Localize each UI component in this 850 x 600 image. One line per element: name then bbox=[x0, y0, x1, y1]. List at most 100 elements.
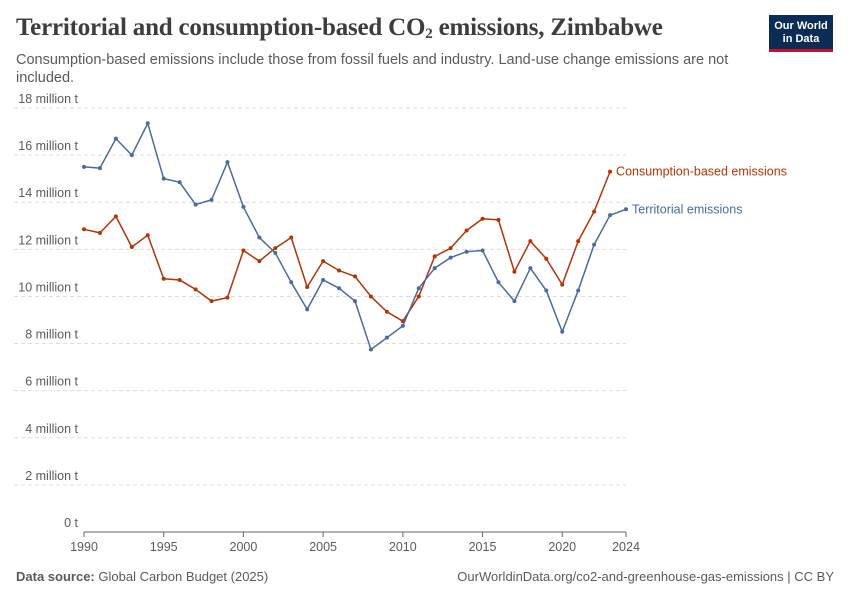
consumption-based-emissions-point bbox=[368, 294, 373, 299]
owid-logo[interactable]: Our World in Data bbox=[769, 15, 833, 52]
consumption-based-emissions-point bbox=[544, 256, 549, 261]
territorial-emissions-point bbox=[337, 286, 342, 291]
territorial-emissions-point bbox=[416, 286, 421, 291]
consumption-based-emissions-point bbox=[273, 246, 278, 251]
consumption-based-emissions-point bbox=[432, 254, 437, 259]
territorial-emissions-point bbox=[241, 204, 246, 209]
consumption-based-emissions-point bbox=[353, 274, 357, 279]
consumption-based-emissions-point bbox=[145, 233, 150, 238]
consumption-based-emissions-point bbox=[241, 248, 246, 253]
territorial-emissions-point bbox=[368, 347, 373, 352]
territorial-emissions-label: Territorial emissions bbox=[632, 202, 742, 216]
territorial-emissions-point bbox=[82, 164, 86, 169]
territorial-emissions-point bbox=[321, 277, 326, 282]
y-tick-label: 14 million t bbox=[18, 186, 78, 200]
data-source-value: Global Carbon Budget (2025) bbox=[98, 569, 269, 584]
territorial-emissions-point bbox=[544, 288, 549, 293]
consumption-based-emissions-point bbox=[321, 259, 326, 264]
territorial-emissions-line bbox=[83, 122, 627, 351]
territorial-emissions-point bbox=[257, 235, 262, 240]
series-layer bbox=[82, 121, 628, 352]
territorial-emissions-point bbox=[624, 207, 628, 212]
territorial-emissions-point bbox=[464, 249, 469, 254]
x-tick-label: 1995 bbox=[150, 540, 178, 554]
territorial-emissions-point bbox=[225, 160, 230, 165]
territorial-emissions-point bbox=[384, 335, 389, 340]
consumption-based-emissions-point bbox=[82, 227, 86, 232]
consumption-based-emissions-point bbox=[384, 309, 389, 314]
consumption-based-emissions-point bbox=[448, 246, 453, 251]
consumption-based-emissions-point bbox=[480, 216, 485, 221]
y-tick-label: 18 million t bbox=[18, 92, 78, 106]
territorial-emissions-point bbox=[193, 202, 198, 207]
consumption-based-emissions-point bbox=[416, 294, 421, 299]
consumption-based-emissions-point bbox=[576, 239, 581, 244]
consumption-based-emissions-line bbox=[83, 171, 611, 322]
x-tick-label: 2010 bbox=[389, 540, 417, 554]
territorial-emissions-point bbox=[400, 323, 405, 328]
data-source-label: Data source: bbox=[16, 569, 95, 584]
consumption-based-emissions-point bbox=[337, 268, 342, 273]
consumption-based-emissions-point bbox=[129, 244, 134, 249]
territorial-emissions-point bbox=[145, 121, 150, 126]
territorial-emissions-point bbox=[113, 136, 118, 141]
consumption-based-emissions-point bbox=[225, 295, 230, 300]
consumption-based-emissions-point bbox=[289, 235, 294, 240]
consumption-based-emissions-point bbox=[97, 230, 102, 235]
territorial-emissions-point bbox=[432, 266, 437, 271]
territorial-emissions-point bbox=[560, 329, 565, 334]
territorial-emissions-point bbox=[273, 250, 278, 255]
territorial-emissions-point bbox=[289, 280, 294, 285]
axis-layer: 0 t 2 million t 4 million t 6 million t 8 mi… bbox=[18, 92, 640, 554]
territorial-emissions-point bbox=[448, 255, 453, 260]
consumption-based-emissions-point bbox=[560, 282, 565, 287]
logo-line1: Our World bbox=[774, 20, 828, 32]
grid-layer bbox=[14, 107, 626, 486]
territorial-emissions-point bbox=[209, 197, 214, 202]
territorial-emissions-point bbox=[353, 299, 357, 304]
consumption-based-emissions-label: Consumption-based emissions bbox=[616, 165, 787, 179]
territorial-emissions-point bbox=[576, 288, 581, 293]
consumption-based-emissions-point bbox=[464, 228, 469, 233]
x-tick-label: 2024 bbox=[612, 540, 640, 554]
y-tick-label: 0 t bbox=[64, 516, 78, 530]
consumption-based-emissions-point bbox=[496, 217, 501, 222]
consumption-based-emissions-point bbox=[512, 269, 517, 274]
territorial-emissions-point bbox=[305, 307, 310, 312]
territorial-emissions-point bbox=[97, 166, 102, 171]
consumption-based-emissions-point bbox=[193, 287, 198, 292]
x-tick-label: 1990 bbox=[70, 540, 98, 554]
territorial-emissions-point bbox=[177, 180, 182, 185]
territorial-emissions-point bbox=[161, 176, 166, 181]
y-tick-label: 2 million t bbox=[25, 469, 78, 483]
consumption-based-emissions-point bbox=[209, 299, 214, 304]
y-tick-label: 8 million t bbox=[25, 328, 78, 342]
territorial-emissions-point bbox=[528, 266, 533, 271]
x-tick-label: 2020 bbox=[548, 540, 576, 554]
x-tick-label: 2015 bbox=[469, 540, 497, 554]
y-tick-label: 10 million t bbox=[18, 280, 78, 294]
territorial-emissions-point bbox=[129, 153, 134, 158]
logo-line2: in Data bbox=[782, 33, 820, 45]
consumption-based-emissions-point bbox=[608, 169, 613, 174]
consumption-based-emissions-point bbox=[305, 285, 310, 290]
territorial-emissions-point bbox=[496, 280, 501, 285]
territorial-emissions-point bbox=[592, 242, 597, 247]
consumption-based-emissions-point bbox=[592, 209, 597, 214]
consumption-based-emissions-point bbox=[113, 214, 118, 219]
x-tick-label: 2000 bbox=[230, 540, 258, 554]
y-tick-label: 4 million t bbox=[25, 422, 78, 436]
source-url-link[interactable]: OurWorldinData.org/co2-and-greenhouse-ga… bbox=[457, 569, 834, 584]
y-tick-label: 16 million t bbox=[18, 139, 78, 153]
data-source: Data source: Global Carbon Budget (2025) bbox=[16, 569, 268, 584]
territorial-emissions-point bbox=[512, 299, 517, 304]
y-tick-label: 12 million t bbox=[18, 233, 78, 247]
territorial-emissions-point bbox=[480, 248, 485, 253]
x-tick-label: 2005 bbox=[309, 540, 337, 554]
consumption-based-emissions-point bbox=[177, 277, 182, 282]
series-label-layer: Consumption-based emissions Territorial e… bbox=[616, 165, 787, 217]
chart-subtitle: Consumption-based emissions include thos… bbox=[16, 52, 729, 86]
chart-title: Territorial and consumption-based CO2 em… bbox=[16, 14, 663, 42]
consumption-based-emissions-point bbox=[161, 276, 166, 281]
